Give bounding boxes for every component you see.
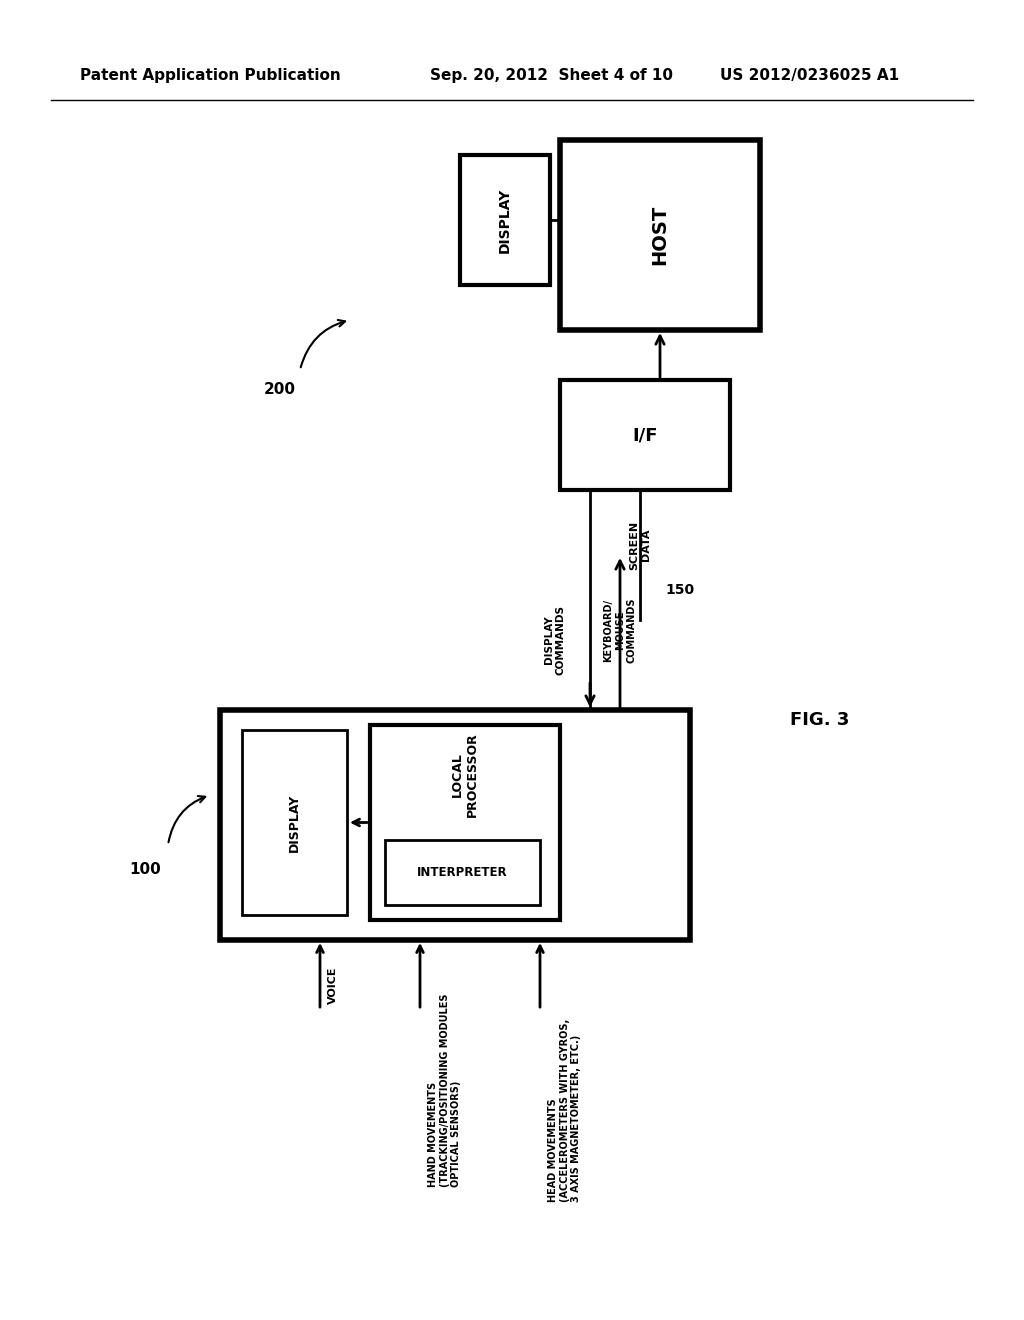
Text: HAND MOVEMENTS
(TRACKING/POSITIONING MODULES
OPTICAL SENSORS): HAND MOVEMENTS (TRACKING/POSITIONING MOD… — [428, 993, 461, 1187]
Text: KEYBOARD/
MOUSE
COMMANDS: KEYBOARD/ MOUSE COMMANDS — [603, 597, 637, 663]
Text: US 2012/0236025 A1: US 2012/0236025 A1 — [720, 69, 899, 83]
Text: Patent Application Publication: Patent Application Publication — [80, 69, 341, 83]
Text: 200: 200 — [264, 383, 296, 397]
Text: DISPLAY
COMMANDS: DISPLAY COMMANDS — [544, 605, 566, 675]
FancyBboxPatch shape — [560, 140, 760, 330]
Text: INTERPRETER: INTERPRETER — [417, 866, 508, 879]
FancyBboxPatch shape — [220, 710, 690, 940]
Text: DISPLAY: DISPLAY — [288, 793, 301, 851]
Text: Sep. 20, 2012  Sheet 4 of 10: Sep. 20, 2012 Sheet 4 of 10 — [430, 69, 673, 83]
FancyBboxPatch shape — [560, 380, 730, 490]
Text: VOICE: VOICE — [328, 966, 338, 1003]
Text: DISPLAY: DISPLAY — [498, 187, 512, 252]
FancyBboxPatch shape — [242, 730, 347, 915]
FancyBboxPatch shape — [460, 154, 550, 285]
Text: HEAD MOVEMENTS
(ACCELEROMETERS WITH GYROS,
3 AXIS MAGNETOMETER, ETC.): HEAD MOVEMENTS (ACCELEROMETERS WITH GYRO… — [548, 1018, 582, 1201]
Text: FIG. 3: FIG. 3 — [791, 711, 850, 729]
FancyArrowPatch shape — [169, 796, 205, 842]
Text: LOCAL
PROCESSOR: LOCAL PROCESSOR — [451, 733, 479, 817]
Text: SCREEN
DATA: SCREEN DATA — [629, 520, 651, 569]
FancyBboxPatch shape — [385, 840, 540, 906]
Text: 100: 100 — [129, 862, 161, 878]
Text: HOST: HOST — [650, 205, 670, 265]
FancyArrowPatch shape — [301, 319, 345, 367]
FancyBboxPatch shape — [370, 725, 560, 920]
Text: I/F: I/F — [632, 426, 657, 444]
Text: 150: 150 — [665, 583, 694, 597]
